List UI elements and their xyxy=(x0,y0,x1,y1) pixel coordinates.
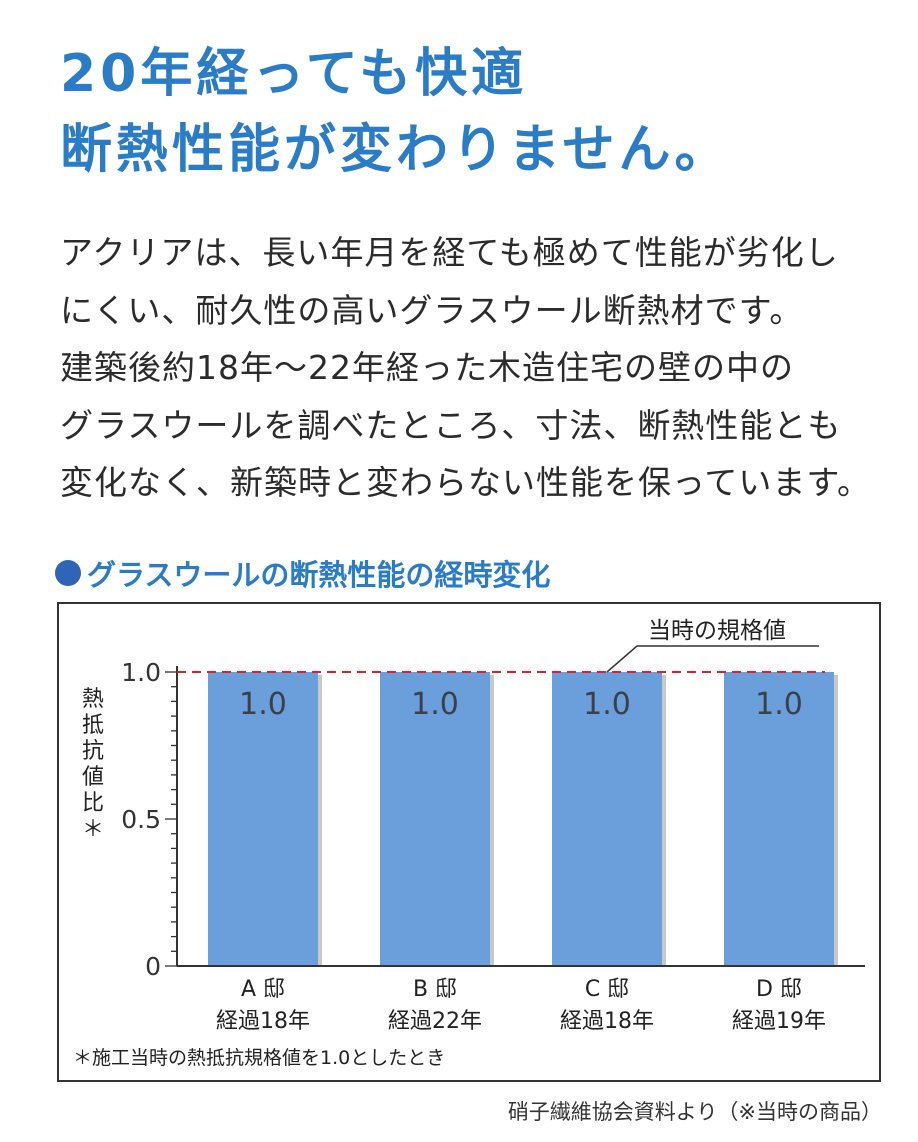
bar xyxy=(380,672,490,966)
bar-value-label: 1.0 xyxy=(239,687,287,722)
y-tick-label: 0.5 xyxy=(121,805,161,834)
bar-value-label: 1.0 xyxy=(411,687,459,722)
y-tick-label: 0 xyxy=(145,952,161,981)
x-tick-label: D 邸 xyxy=(756,977,802,1002)
bar xyxy=(724,672,834,966)
body-line-4: グラスウールを調べたところ、寸法、断熱性能とも xyxy=(60,405,842,445)
x-tick-label: 経過19年 xyxy=(732,1009,826,1034)
body-text: アクリアは、長い年月を経ても極めて性能が劣化し にくい、耐久性の高いグラスウール… xyxy=(60,224,900,512)
x-tick-label: C 邸 xyxy=(585,977,629,1002)
headline-line-2: 断熱性能が変わりません。 xyxy=(60,120,731,180)
body-line-3: 建築後約18年～22年経った木造住宅の壁の中の xyxy=(60,348,794,387)
body-line-1: アクリアは、長い年月を経ても極めて性能が劣化し xyxy=(60,233,839,272)
chart-frame: 0 0.5 1.0 熱抵抗値比＊ 1.0 A 邸経過18年 1.0 B 邸経過22年 1.0 C … xyxy=(57,602,881,1082)
body-line-5: 変化なく、新築時と変わらない性能を保っています。 xyxy=(60,463,872,502)
headline-line-1: 20年経っても快適 xyxy=(60,44,528,104)
source-note: 硝子繊維協会資料より（※当時の商品） xyxy=(507,1100,882,1124)
x-tick-label: 経過22年 xyxy=(388,1009,482,1034)
x-tick-label: B 邸 xyxy=(413,977,457,1002)
chart-footnote: ＊施工当時の熱抵抗規格値を1.0としたとき xyxy=(73,1047,445,1069)
bar xyxy=(552,672,662,966)
bullet-icon xyxy=(55,560,81,586)
x-tick-label: A 邸 xyxy=(241,977,285,1002)
section-title-text: グラスウールの断熱性能の経時変化 xyxy=(87,558,551,592)
x-tick-label: 経過18年 xyxy=(216,1009,310,1034)
reference-callout-line xyxy=(606,645,819,673)
section-title: グラスウールの断熱性能の経時変化 xyxy=(55,552,550,594)
y-tick-label: 1.0 xyxy=(121,658,161,687)
bar-value-label: 1.0 xyxy=(755,687,803,722)
bar-value-label: 1.0 xyxy=(583,687,631,722)
y-axis-label: 熱抵抗値比＊ xyxy=(82,687,104,842)
body-line-2: にくい、耐久性の高いグラスウール断熱材です。 xyxy=(60,290,804,330)
reference-line-label: 当時の規格値 xyxy=(648,618,786,644)
x-tick-label: 経過18年 xyxy=(560,1009,654,1034)
bar xyxy=(208,672,318,966)
